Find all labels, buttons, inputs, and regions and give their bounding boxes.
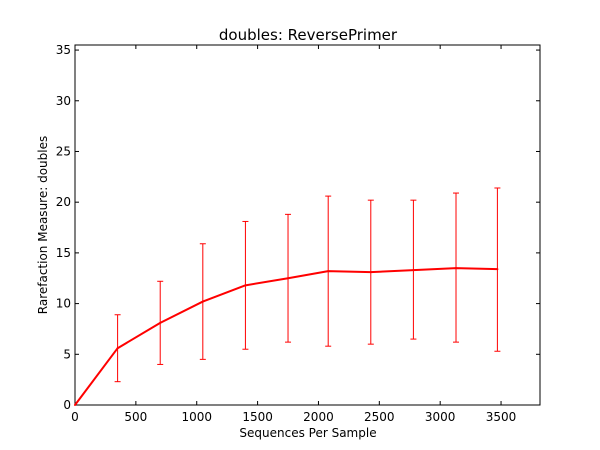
x-tick-label: 0 [71, 410, 79, 424]
chart-title: doubles: ReversePrimer [219, 26, 398, 44]
data-point [159, 321, 162, 324]
plot-frame [74, 44, 541, 406]
data-point [201, 300, 204, 303]
x-tick-label: 1500 [242, 410, 273, 424]
y-tick-label: 5 [63, 347, 71, 361]
x-tick-label: 2500 [364, 410, 395, 424]
data-point [455, 267, 458, 270]
y-tick-label: 35 [56, 43, 71, 57]
data-point [74, 404, 76, 406]
y-axis-label: Rarefaction Measure: doubles [36, 136, 50, 314]
y-tick-label: 15 [56, 246, 71, 260]
data-point [412, 269, 415, 272]
data-point [287, 277, 290, 280]
x-tick-label: 1000 [181, 410, 212, 424]
series-line [74, 267, 498, 406]
data-point [244, 284, 247, 287]
data-point [327, 270, 330, 273]
x-tick-label: 500 [124, 410, 147, 424]
x-axis-label: Sequences Per Sample [239, 426, 376, 440]
plot-area: 0 500 1000 1500 2000 2500 3000 3500 0 5 10 15 20 25 30… [56, 43, 541, 424]
data-point [369, 271, 372, 274]
x-tick-label: 3000 [425, 410, 456, 424]
y-tick-label: 0 [63, 398, 71, 412]
data-point [496, 268, 499, 271]
y-tick-label: 20 [56, 195, 71, 209]
data-point [116, 347, 119, 350]
x-tick-label: 2000 [303, 410, 334, 424]
y-tick-label: 25 [56, 144, 71, 158]
y-tick-label: 30 [56, 94, 71, 108]
x-tick-label: 3500 [486, 410, 517, 424]
y-tick-label: 10 [56, 297, 71, 311]
